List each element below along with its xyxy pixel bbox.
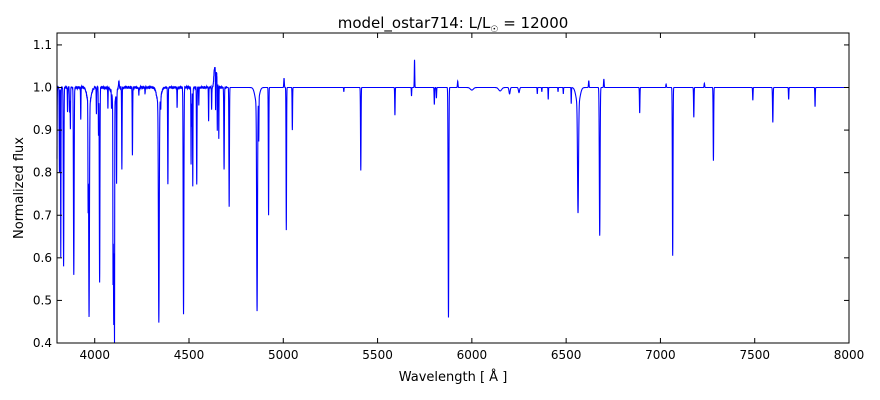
y-tick-label: 0.6 bbox=[33, 251, 52, 265]
y-tick-label: 1.1 bbox=[33, 38, 52, 52]
x-tick-label: 6000 bbox=[457, 348, 488, 362]
plot-area bbox=[56, 59, 849, 344]
y-tick-label: 0.8 bbox=[33, 166, 52, 180]
y-tick-label: 0.4 bbox=[33, 336, 52, 350]
y-tick-label: 1.0 bbox=[33, 81, 52, 95]
axis-ticks: 4000 4500 5000 5500 6000 6500 7000 7500 8000 0.4 0… bbox=[33, 33, 864, 362]
x-tick-label: 5000 bbox=[268, 348, 299, 362]
title-main: model_ostar714: L/L bbox=[338, 14, 491, 33]
x-tick-label: 7000 bbox=[645, 348, 676, 362]
x-tick-label: 8000 bbox=[834, 348, 865, 362]
title-value: = 12000 bbox=[498, 14, 568, 32]
x-tick-label: 7500 bbox=[739, 348, 770, 362]
x-tick-label: 5500 bbox=[362, 348, 393, 362]
spectrum-line bbox=[56, 59, 849, 344]
title-subscript: ☉ bbox=[490, 25, 498, 35]
y-axis-label: Normalized flux bbox=[12, 137, 27, 239]
x-axis-label: Wavelength [ Å ] bbox=[399, 369, 508, 385]
plot-frame bbox=[56, 32, 850, 344]
x-tick-label: 4500 bbox=[174, 348, 205, 362]
chart-title: model_ostar714: L/L☉ = 12000 bbox=[338, 14, 569, 35]
y-tick-label: 0.9 bbox=[33, 123, 52, 137]
y-tick-label: 0.5 bbox=[33, 293, 52, 307]
y-tick-label: 0.7 bbox=[33, 208, 52, 222]
x-tick-label: 6500 bbox=[551, 348, 582, 362]
x-tick-label: 4000 bbox=[79, 348, 110, 362]
